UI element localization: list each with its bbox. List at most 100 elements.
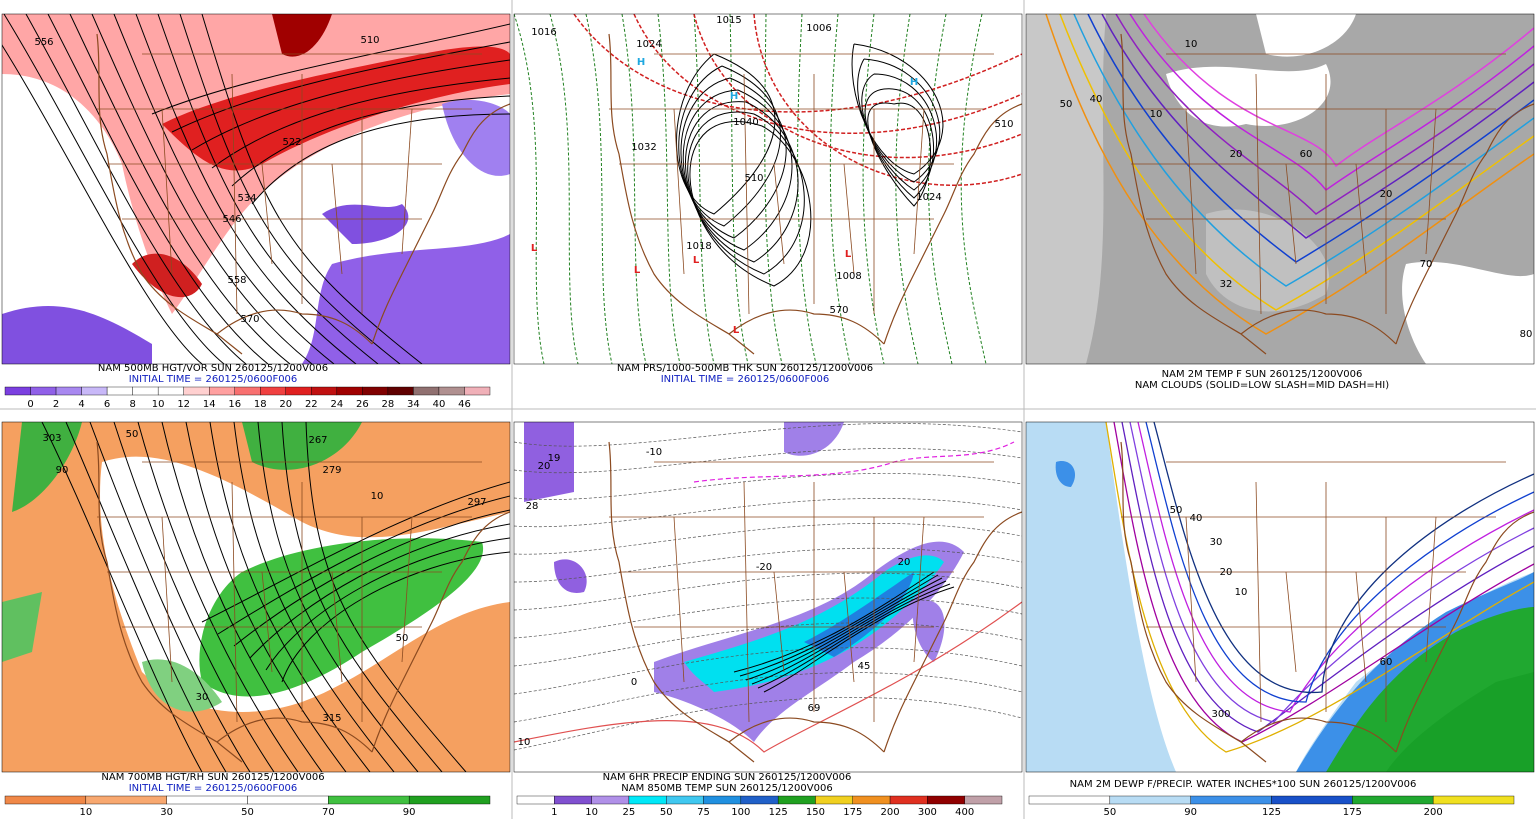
state-boundary [331,571,343,683]
colorbar-swatch [927,795,965,805]
colorbar-label: 90 [403,807,416,818]
colorbar-swatch [328,795,410,805]
colorbar-swatch [4,795,87,805]
contour-line [514,523,1022,555]
contour-label: 558 [227,275,246,286]
colorbar-swatch [438,386,465,396]
colorbar-swatch [209,386,235,396]
contour-line [1143,14,1534,168]
contour-label: 534 [237,193,256,204]
colorbar-swatch [85,795,167,805]
contour-line [689,121,812,287]
contour-line [305,422,467,772]
colorbar-swatch [387,386,414,396]
state-boundary [1425,108,1437,255]
shaded-area [142,659,222,712]
colorbar-label: 22 [305,399,318,410]
contour-label: 45 [858,661,871,672]
state-boundary [261,571,273,673]
colorbar-swatch [81,386,108,396]
shaded-area [272,14,332,57]
colorbar-label: 10 [79,807,92,818]
contour-label: 19 [548,453,561,464]
contour-line [1101,14,1534,239]
state-boundary [843,163,855,275]
colorbar-label: 400 [955,807,974,818]
contour-line [281,551,510,683]
contour-line [211,77,510,169]
colorbar-label: 4 [78,399,84,410]
contour-line [751,580,947,685]
contour-label: L [845,249,852,260]
shaded-area [1166,64,1331,127]
shaded-area [1386,672,1534,772]
state-boundary [231,73,238,315]
colorbar-label: 300 [918,807,937,818]
contour-line [862,14,885,364]
contour-line [231,95,510,187]
contour-label: L [693,255,700,266]
contour-line [1137,422,1534,713]
caption: NAM 2M DEWP F/PRECIP. WATER INCHES*100 S… [1070,779,1417,790]
contour-label: 40 [1090,94,1103,105]
colorbar-label: 30 [160,807,173,818]
contour-line [217,495,510,635]
contour-line [514,473,1022,500]
state-boundary [1185,108,1197,275]
shaded-area [2,592,42,662]
colorbar-label: 200 [1424,807,1443,818]
contour-line [41,422,203,772]
colorbar-swatch [106,386,133,396]
contour-line [621,14,647,364]
colorbar-label: 10 [585,807,598,818]
contour-line [573,14,1022,113]
contour-label: 10 [1235,587,1248,598]
caption: NAM CLOUDS (SOLID=LOW SLASH=MID DASH=HI) [1135,380,1389,391]
map-frame [1025,13,1535,365]
colorbar-label: 18 [254,399,267,410]
map-frame [1,13,511,365]
contour-label: 522 [282,137,301,148]
state-boundary [773,163,785,265]
contour-line [201,14,423,364]
colorbar-label: 50 [660,807,673,818]
colorbar-label: 125 [769,807,788,818]
contour-line [161,422,323,772]
contour-line [2,44,203,364]
colorbar-label: 75 [697,807,710,818]
colorbar-swatch [554,795,592,805]
contour-line [757,583,951,689]
state-boundary [161,108,173,275]
shaded-area [1106,422,1534,772]
coastline [96,33,510,355]
state-boundary [1285,163,1297,265]
colorbar-label: 16 [228,399,241,410]
contour-label: 10 [371,491,384,502]
contour-label: 510 [994,119,1013,130]
contour-label: H [910,77,918,88]
map-frame [513,421,1023,773]
contour-line [185,422,347,772]
contour-label: 50 [396,633,409,644]
shaded-area [524,422,574,502]
contour-line [3,14,225,364]
state-boundary [401,516,413,663]
contour-line [739,574,939,677]
colorbar-swatch [628,795,667,805]
colorbar-swatch [1432,795,1515,805]
colorbar-swatch [336,386,363,396]
caption: INITIAL TIME = 260125/0600F006 [129,783,298,794]
contour-line [733,571,935,673]
contour-label: 50 [126,429,139,440]
contour-label: 60 [1380,657,1393,668]
colorbar-swatch [516,795,555,805]
shaded-area [302,234,510,364]
colorbar-swatch [1109,795,1191,805]
colorbar-label: 25 [623,807,636,818]
shaded-area [132,253,202,298]
colorbar-swatch [591,795,630,805]
contour-line [157,14,379,364]
contour-line [1129,422,1534,723]
map-panel: 1016 1015 1006 1024 1032 1040 1018 1008 1024 510 5… [514,14,1022,364]
